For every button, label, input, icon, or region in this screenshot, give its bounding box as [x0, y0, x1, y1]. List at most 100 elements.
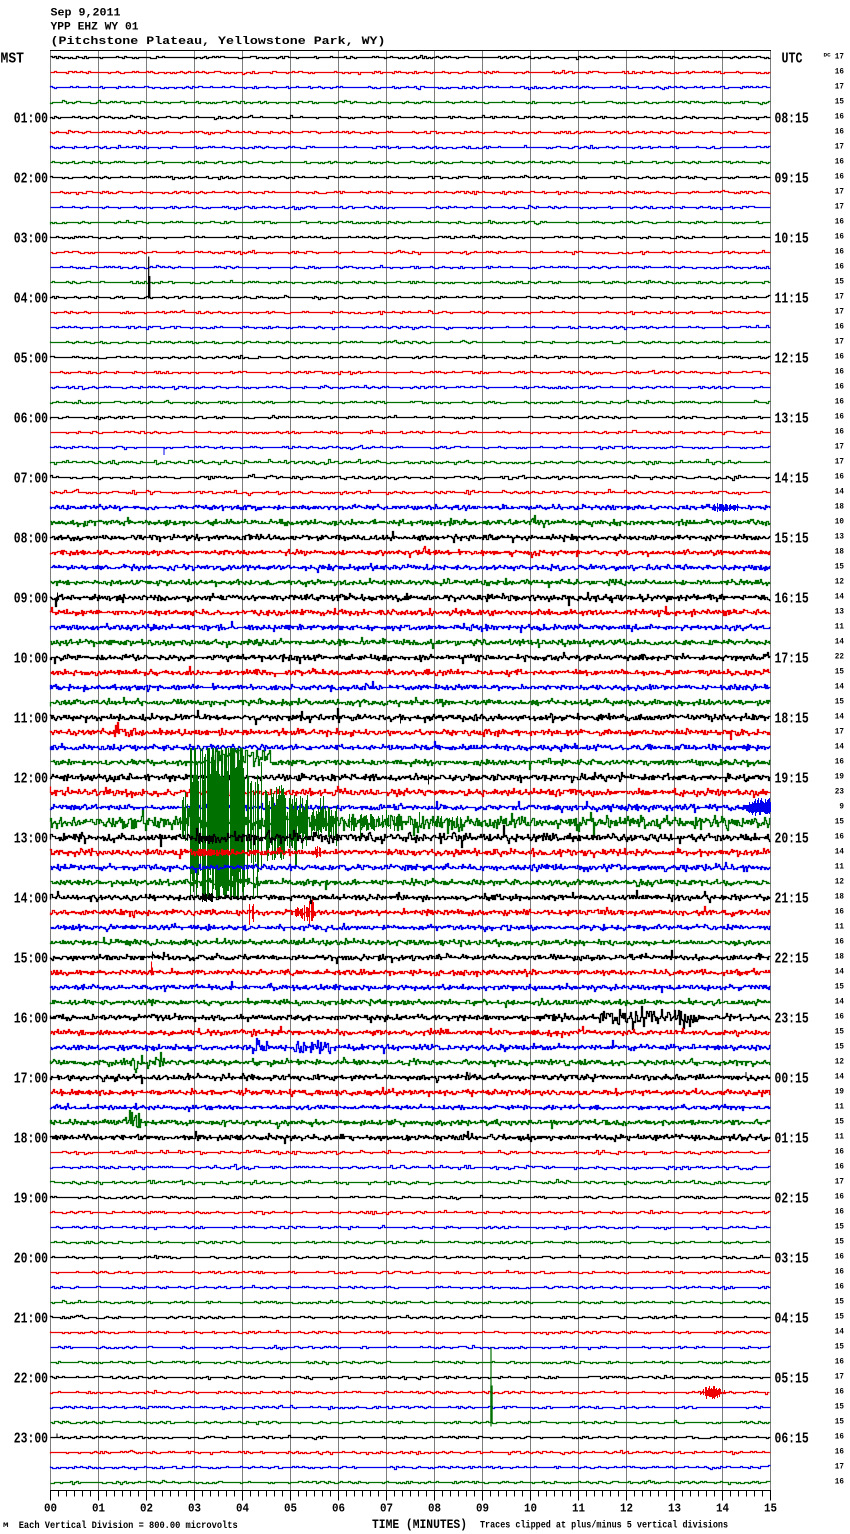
svg-text:15: 15 [835, 1419, 845, 1427]
svg-text:15: 15 [835, 99, 845, 107]
svg-text:15: 15 [835, 279, 845, 287]
svg-text:17: 17 [835, 189, 845, 197]
svg-text:18: 18 [835, 954, 845, 962]
svg-text:14: 14 [835, 489, 845, 497]
svg-text:11: 11 [835, 1134, 845, 1142]
svg-text:11: 11 [835, 1104, 845, 1112]
svg-text:16: 16 [835, 1209, 845, 1217]
svg-text:19:15: 19:15 [775, 772, 809, 788]
svg-text:01: 01 [92, 1502, 105, 1516]
svg-text:18:15: 18:15 [775, 712, 809, 728]
svg-text:19: 19 [835, 1089, 845, 1097]
svg-text:TIME (MINUTES): TIME (MINUTES) [372, 1517, 467, 1532]
svg-text:16: 16 [835, 399, 845, 407]
svg-text:14:15: 14:15 [775, 472, 809, 488]
svg-text:14: 14 [835, 684, 845, 692]
svg-text:14: 14 [835, 999, 845, 1007]
svg-text:MST: MST [1, 52, 25, 68]
svg-text:07:00: 07:00 [14, 472, 48, 488]
svg-text:06:15: 06:15 [775, 1432, 809, 1448]
svg-text:16: 16 [835, 369, 845, 377]
svg-text:16: 16 [835, 264, 845, 272]
svg-text:06: 06 [332, 1502, 345, 1516]
svg-text:16: 16 [835, 429, 845, 437]
svg-text:16:15: 16:15 [775, 592, 809, 608]
svg-text:16: 16 [835, 1194, 845, 1202]
svg-text:02:00: 02:00 [14, 172, 48, 188]
svg-text:Traces clipped at plus/minus 5: Traces clipped at plus/minus 5 vertical … [480, 1520, 728, 1532]
svg-text:16: 16 [835, 129, 845, 137]
svg-text:22:15: 22:15 [775, 952, 809, 968]
svg-text:13: 13 [668, 1502, 681, 1516]
svg-text:17: 17 [835, 309, 845, 317]
svg-text:19: 19 [835, 774, 845, 782]
svg-text:15: 15 [835, 1344, 845, 1352]
svg-text:12: 12 [620, 1502, 633, 1516]
svg-text:16: 16 [835, 1389, 845, 1397]
svg-text:22:00: 22:00 [14, 1372, 48, 1388]
svg-text:14: 14 [835, 969, 845, 977]
svg-text:16: 16 [835, 234, 845, 242]
svg-text:16: 16 [835, 159, 845, 167]
svg-text:UTC: UTC [782, 52, 803, 68]
svg-text:16: 16 [835, 909, 845, 917]
svg-text:03: 03 [188, 1502, 201, 1516]
svg-text:16: 16 [835, 1254, 845, 1262]
svg-text:17: 17 [835, 729, 845, 737]
svg-text:16: 16 [835, 114, 845, 122]
svg-text:03:00: 03:00 [14, 232, 48, 248]
svg-text:14: 14 [716, 1502, 729, 1516]
svg-text:21:00: 21:00 [14, 1312, 48, 1328]
svg-text:03:15: 03:15 [775, 1252, 809, 1268]
svg-text:16:00: 16:00 [14, 1012, 48, 1028]
svg-text:11: 11 [835, 924, 845, 932]
svg-text:12: 12 [835, 579, 845, 587]
svg-text:17: 17 [835, 1464, 845, 1472]
svg-text:15: 15 [835, 1224, 845, 1232]
svg-text:16: 16 [835, 69, 845, 77]
svg-text:17: 17 [835, 459, 845, 467]
svg-text:Sep 9,2011: Sep 9,2011 [51, 7, 121, 19]
svg-text:10:00: 10:00 [14, 652, 48, 668]
svg-text:09:00: 09:00 [14, 592, 48, 608]
svg-text:16: 16 [835, 219, 845, 227]
svg-text:16: 16 [835, 759, 845, 767]
svg-text:16: 16 [835, 1359, 845, 1367]
svg-text:Each Vertical Division = 800.: Each Vertical Division = 800.00 microvol… [19, 1520, 238, 1532]
svg-text:13:15: 13:15 [775, 412, 809, 428]
svg-text:08:00: 08:00 [14, 532, 48, 548]
svg-text:16: 16 [835, 939, 845, 947]
svg-text:16: 16 [835, 1449, 845, 1457]
svg-text:18: 18 [835, 504, 845, 512]
svg-text:15: 15 [835, 564, 845, 572]
svg-text:DC: DC [824, 52, 832, 59]
svg-text:15: 15 [835, 1314, 845, 1322]
svg-text:13: 13 [835, 534, 845, 542]
svg-text:16: 16 [835, 1149, 845, 1157]
svg-text:16: 16 [835, 324, 845, 332]
svg-text:14: 14 [835, 744, 845, 752]
svg-text:15: 15 [835, 669, 845, 677]
svg-text:16: 16 [835, 384, 845, 392]
svg-text:14: 14 [835, 1074, 845, 1082]
svg-text:09:15: 09:15 [775, 172, 809, 188]
svg-text:15: 15 [835, 1119, 845, 1127]
svg-text:11: 11 [835, 864, 845, 872]
svg-text:17: 17 [835, 339, 845, 347]
svg-text:09: 09 [476, 1502, 489, 1516]
svg-text:17: 17 [835, 294, 845, 302]
svg-text:14: 14 [835, 1329, 845, 1337]
svg-text:20:00: 20:00 [14, 1252, 48, 1268]
svg-text:04:15: 04:15 [775, 1312, 809, 1328]
svg-text:16: 16 [835, 1164, 845, 1172]
svg-text:16: 16 [835, 1014, 845, 1022]
svg-text:12:15: 12:15 [775, 352, 809, 368]
svg-text:M: M [3, 1522, 9, 1529]
svg-text:08:15: 08:15 [775, 112, 809, 128]
svg-text:YPP EHZ WY 01: YPP EHZ WY 01 [51, 22, 139, 34]
svg-text:05:00: 05:00 [14, 352, 48, 368]
svg-text:14:00: 14:00 [14, 892, 48, 908]
svg-text:04:00: 04:00 [14, 292, 48, 308]
svg-text:15:15: 15:15 [775, 532, 809, 548]
svg-text:17:00: 17:00 [14, 1072, 48, 1088]
